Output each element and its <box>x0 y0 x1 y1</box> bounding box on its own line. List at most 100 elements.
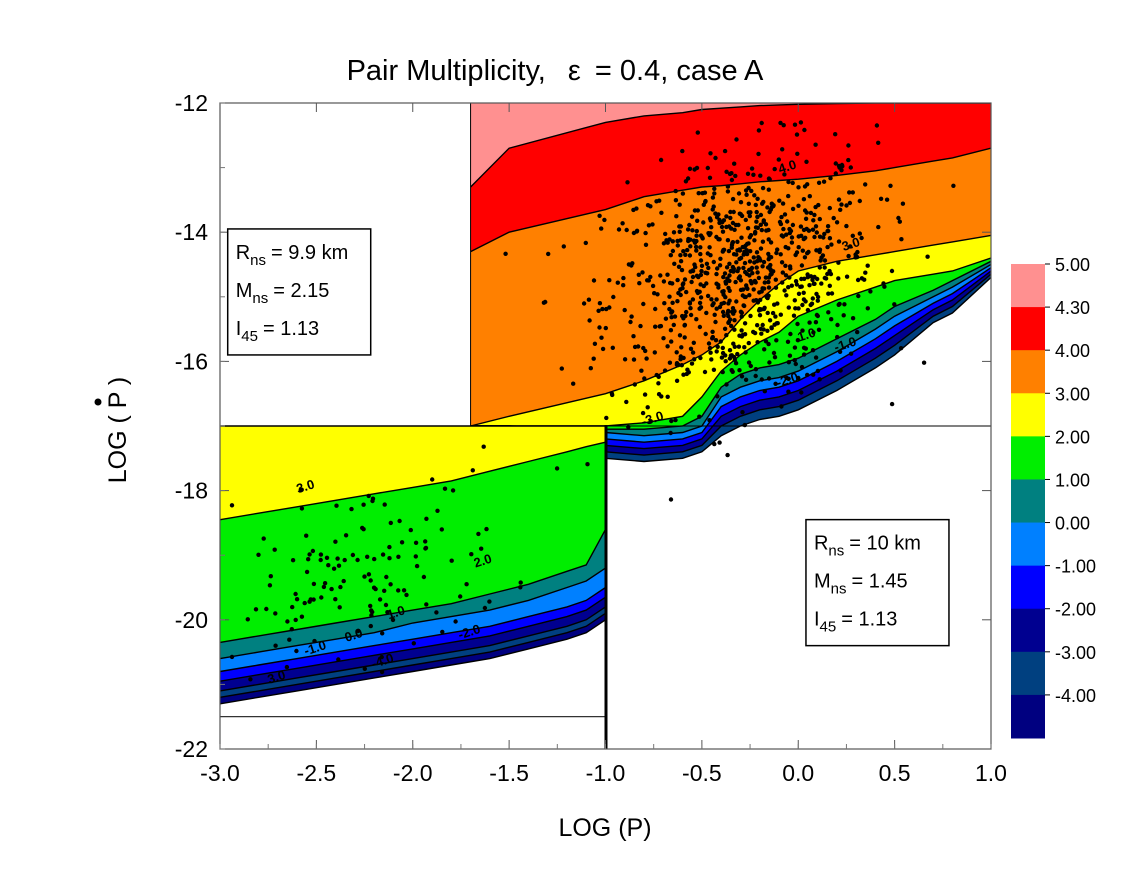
data-point <box>661 279 667 284</box>
data-point <box>755 196 760 201</box>
data-point <box>751 255 756 260</box>
data-point <box>717 263 723 268</box>
data-point <box>322 581 328 586</box>
data-point <box>678 287 683 292</box>
data-point <box>683 313 688 319</box>
data-point <box>766 285 772 290</box>
data-point <box>413 540 419 545</box>
data-point <box>469 552 474 557</box>
data-point <box>786 285 791 290</box>
data-point <box>713 338 719 343</box>
data-point <box>712 441 717 447</box>
data-point <box>659 210 664 215</box>
data-point <box>365 554 370 559</box>
data-point <box>724 224 729 230</box>
data-point <box>607 305 612 310</box>
data-point <box>817 249 822 255</box>
data-point <box>829 317 834 322</box>
data-point <box>312 638 317 644</box>
data-point <box>783 263 788 268</box>
data-point <box>362 666 367 671</box>
data-point <box>737 368 742 373</box>
data-point <box>800 302 805 308</box>
data-point <box>677 202 682 207</box>
data-point <box>694 248 699 253</box>
data-point <box>784 293 789 298</box>
data-point <box>737 333 742 338</box>
data-point <box>781 226 786 232</box>
data-point <box>778 221 784 227</box>
data-point <box>630 261 635 266</box>
data-point <box>760 322 765 328</box>
contour-line <box>470 147 991 253</box>
data-point <box>742 345 747 350</box>
data-point <box>709 225 714 230</box>
data-point <box>304 533 309 538</box>
data-point <box>836 197 842 202</box>
data-point <box>745 226 751 231</box>
data-point <box>801 227 807 233</box>
data-point <box>679 345 684 350</box>
data-point <box>765 310 770 316</box>
data-point <box>754 250 760 255</box>
data-point <box>369 608 374 613</box>
data-point <box>813 224 819 229</box>
data-point <box>837 301 842 307</box>
data-point <box>294 648 299 654</box>
data-point <box>636 272 641 277</box>
data-point <box>299 506 305 511</box>
data-point <box>847 190 852 195</box>
data-point <box>404 592 409 598</box>
data-point <box>728 209 733 215</box>
data-point <box>754 265 759 270</box>
data-point <box>727 298 732 303</box>
data-point <box>742 422 747 428</box>
data-point <box>727 261 732 266</box>
data-point <box>738 278 744 283</box>
data-point <box>742 321 748 326</box>
data-point <box>751 172 756 177</box>
data-point <box>518 580 523 585</box>
parameter-subscript: ns <box>250 252 266 269</box>
data-point <box>802 184 808 189</box>
data-point <box>350 552 356 558</box>
data-point <box>739 310 744 315</box>
data-point <box>745 171 751 176</box>
data-point <box>865 306 870 311</box>
data-point <box>790 206 796 212</box>
data-point <box>701 220 706 225</box>
data-point <box>423 539 428 544</box>
data-point <box>696 274 701 280</box>
data-point <box>841 313 846 318</box>
data-point <box>658 323 664 329</box>
contour-label: 3.0 <box>266 667 288 687</box>
contour-label: -1.0 <box>302 637 328 658</box>
data-point <box>385 610 390 615</box>
data-point <box>678 253 683 258</box>
data-point <box>698 295 704 300</box>
data-point <box>761 199 766 205</box>
data-point <box>772 302 777 307</box>
data-point <box>726 248 732 254</box>
data-point <box>705 293 711 299</box>
data-point <box>836 276 841 281</box>
data-point <box>688 306 693 311</box>
data-point <box>730 264 736 270</box>
data-point <box>710 329 715 334</box>
data-point <box>765 328 770 333</box>
data-point <box>836 239 842 244</box>
data-point <box>803 216 809 221</box>
data-point <box>744 192 749 197</box>
data-point <box>743 350 748 355</box>
data-point <box>694 233 699 238</box>
data-point <box>755 270 760 275</box>
data-point <box>876 140 881 145</box>
parameter-row: I45 = 1.13 <box>814 609 897 636</box>
data-point <box>826 310 831 315</box>
data-point <box>306 557 311 562</box>
data-point <box>336 657 341 662</box>
data-point <box>752 278 758 284</box>
data-point <box>848 351 854 356</box>
data-point <box>817 234 823 239</box>
data-point <box>326 563 331 568</box>
